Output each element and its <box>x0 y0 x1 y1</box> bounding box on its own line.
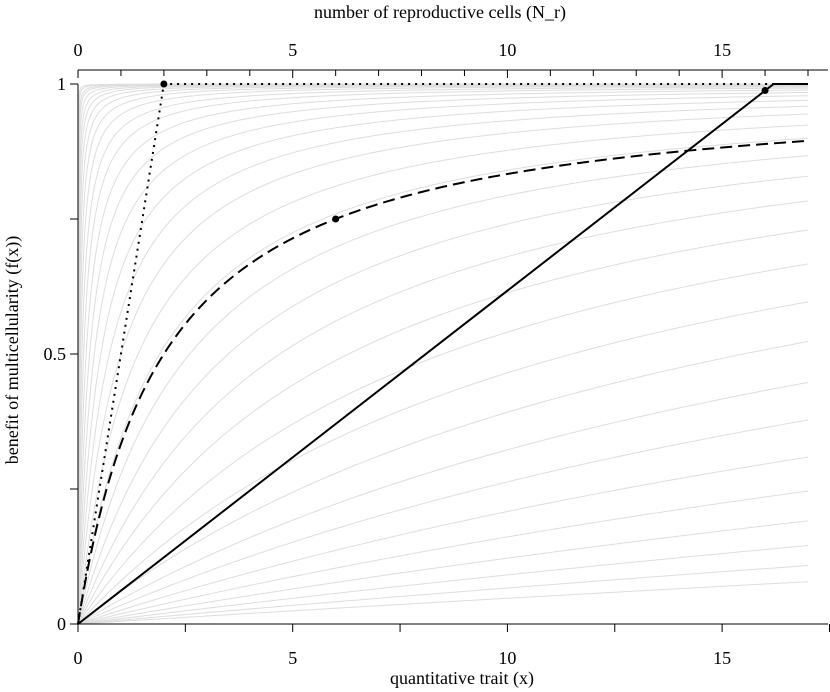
top-x-tick-label: 10 <box>498 40 516 60</box>
background-curve-26 <box>77 301 809 625</box>
x-tick-label: 15 <box>713 648 731 668</box>
top-x-tick-label: 0 <box>74 40 83 60</box>
background-curve-19 <box>77 124 809 625</box>
background-curve-33 <box>77 545 809 625</box>
series-point-dotted <box>160 80 168 88</box>
top-x-tick-label: 15 <box>713 40 731 60</box>
background-curve-18 <box>77 113 809 625</box>
background-curve-17 <box>77 105 809 625</box>
background-curve-11 <box>77 86 809 625</box>
series-point-solid <box>761 86 769 94</box>
background-curve-28 <box>77 381 809 625</box>
background-curve-34 <box>77 565 809 625</box>
background-curve-23 <box>77 200 809 625</box>
background-curve-10 <box>77 85 809 625</box>
background-curve-12 <box>77 87 809 625</box>
x-tick-label: 0 <box>74 648 83 668</box>
background-curve-22 <box>77 175 809 625</box>
background-curves <box>77 83 809 625</box>
series-line-solid <box>77 83 808 625</box>
top-x-tick-label: 5 <box>288 40 297 60</box>
background-curve-32 <box>77 520 809 625</box>
background-curve-35 <box>77 581 809 625</box>
y-axis-title: benefit of multicellularity (f(x)) <box>2 236 23 464</box>
background-curve-20 <box>77 137 809 625</box>
background-curve-8 <box>77 84 808 625</box>
series-point-dashed <box>332 215 340 223</box>
background-curve-16 <box>77 99 809 625</box>
y-tick-label: 0.5 <box>44 344 67 364</box>
background-curve-13 <box>77 89 809 625</box>
series-group <box>77 80 809 625</box>
background-curve-9 <box>77 84 809 625</box>
background-curve-15 <box>77 95 809 625</box>
background-curve-25 <box>77 263 809 625</box>
x-tick-label: 10 <box>498 648 516 668</box>
y-tick-label: 0 <box>57 614 66 634</box>
background-curve-29 <box>77 419 809 625</box>
background-curve-14 <box>77 91 809 625</box>
background-curve-31 <box>77 490 809 625</box>
background-curve-24 <box>77 229 809 625</box>
y-tick-label: 1 <box>57 74 66 94</box>
top-axis-title: number of reproductive cells (N_r) <box>314 2 566 23</box>
background-curve-30 <box>77 456 809 625</box>
series-line-dashed <box>77 139 809 625</box>
x-tick-label: 5 <box>288 648 297 668</box>
x-axis-title: quantitative trait (x) <box>390 668 534 689</box>
background-curve-21 <box>77 155 809 625</box>
